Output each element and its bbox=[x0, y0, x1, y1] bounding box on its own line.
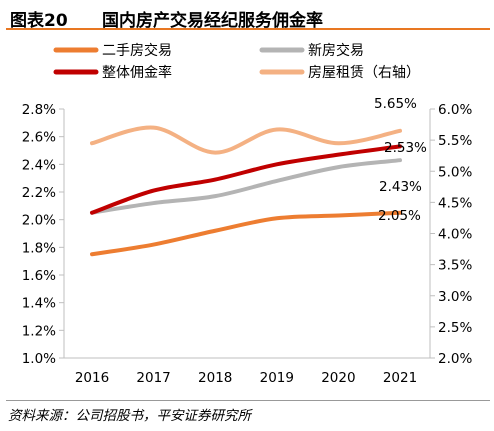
series-line-3 bbox=[90, 144, 402, 215]
end-value-label-3: 2.53% bbox=[384, 140, 427, 156]
right-tick-label: 5.0% bbox=[438, 164, 472, 180]
right-tick-label: 4.5% bbox=[438, 195, 472, 211]
series-group bbox=[90, 125, 402, 257]
left-tick-label: 2.0% bbox=[22, 213, 56, 229]
left-tick-label: 2.6% bbox=[22, 130, 56, 146]
axes: 1.0% 1.2% 1.4% 1.6% 1.8% 2.0% 2.2% 2.4% 2.6% 2.8%… bbox=[22, 102, 473, 386]
left-tick-label: 1.6% bbox=[22, 268, 56, 284]
left-tick-label: 2.2% bbox=[22, 185, 56, 201]
right-tick-label: 3.0% bbox=[438, 289, 472, 305]
legend-label-4: 房屋租赁（右轴） bbox=[308, 65, 420, 81]
x-tick-label: 2019 bbox=[260, 370, 294, 386]
x-tick-label: 2020 bbox=[321, 370, 355, 386]
data-labels: 2.05% 2.43% 2.53% 5.65% bbox=[374, 96, 427, 224]
right-tick-label: 4.0% bbox=[438, 227, 472, 243]
right-tick-label: 6.0% bbox=[438, 102, 472, 118]
right-tick-label: 2.0% bbox=[438, 351, 472, 367]
x-tick-label: 2016 bbox=[75, 370, 109, 386]
series-line-1 bbox=[90, 210, 402, 257]
figure-number: 图表20 bbox=[10, 11, 68, 31]
series-line-4 bbox=[90, 125, 402, 155]
legend-label-2: 新房交易 bbox=[308, 42, 364, 59]
left-tick-label: 1.0% bbox=[22, 351, 56, 367]
legend-label-3: 整体佣金率 bbox=[102, 64, 172, 81]
left-tick-label: 1.2% bbox=[22, 323, 56, 339]
figure-title-bar: 图表20 国内房产交易经纪服务佣金率 bbox=[6, 0, 490, 31]
legend-label-1: 二手房交易 bbox=[102, 42, 172, 59]
left-tick-label: 2.8% bbox=[22, 102, 56, 118]
end-value-label-2: 2.43% bbox=[379, 179, 422, 195]
right-tick-label: 2.5% bbox=[438, 320, 472, 336]
figure-title: 国内房产交易经纪服务佣金率 bbox=[102, 11, 323, 31]
x-tick-label: 2021 bbox=[383, 370, 417, 386]
x-tick-label: 2017 bbox=[136, 370, 170, 386]
source-note: 资料来源：公司招股书，平安证券研究所 bbox=[8, 408, 251, 424]
series-line-2 bbox=[90, 158, 402, 215]
right-tick-label: 3.5% bbox=[438, 258, 472, 274]
title-underline bbox=[6, 28, 490, 30]
left-tick-label: 1.8% bbox=[22, 240, 56, 256]
end-value-label-1: 2.05% bbox=[378, 208, 421, 224]
source-divider bbox=[6, 400, 490, 401]
x-tick-label: 2018 bbox=[198, 370, 232, 386]
left-tick-label: 2.4% bbox=[22, 157, 56, 173]
left-tick-label: 1.4% bbox=[22, 296, 56, 312]
right-tick-label: 5.5% bbox=[438, 133, 472, 149]
end-value-label-4: 5.65% bbox=[374, 96, 417, 112]
